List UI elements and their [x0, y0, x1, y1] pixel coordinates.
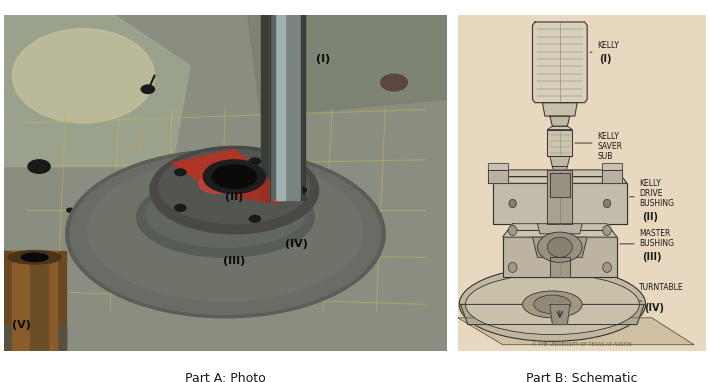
Ellipse shape: [249, 215, 261, 222]
Ellipse shape: [21, 253, 48, 262]
Polygon shape: [552, 167, 567, 176]
Polygon shape: [234, 176, 292, 204]
Bar: [274, 15, 285, 200]
Bar: [13, 251, 57, 351]
Polygon shape: [488, 170, 508, 183]
Text: BUSHING: BUSHING: [640, 240, 674, 248]
Polygon shape: [550, 257, 569, 277]
Polygon shape: [248, 15, 447, 116]
Polygon shape: [542, 103, 577, 116]
Polygon shape: [488, 163, 508, 170]
Polygon shape: [461, 304, 645, 325]
Polygon shape: [458, 318, 694, 345]
Polygon shape: [547, 126, 572, 129]
Polygon shape: [503, 237, 617, 277]
Text: BUSHING: BUSHING: [640, 199, 674, 208]
Ellipse shape: [381, 74, 408, 91]
Polygon shape: [4, 15, 190, 167]
Ellipse shape: [509, 199, 516, 208]
Ellipse shape: [175, 169, 186, 176]
Ellipse shape: [212, 165, 256, 188]
Polygon shape: [503, 230, 617, 237]
Polygon shape: [532, 22, 587, 103]
Ellipse shape: [141, 85, 155, 94]
Polygon shape: [550, 304, 569, 325]
Ellipse shape: [70, 153, 381, 314]
Polygon shape: [173, 150, 261, 183]
Ellipse shape: [66, 150, 386, 318]
Ellipse shape: [508, 225, 517, 235]
Ellipse shape: [333, 188, 339, 192]
Polygon shape: [532, 237, 587, 257]
Ellipse shape: [603, 225, 611, 235]
Text: (V): (V): [12, 320, 31, 330]
Ellipse shape: [203, 160, 266, 193]
Text: Part B: Schematic: Part B: Schematic: [526, 372, 638, 382]
Ellipse shape: [249, 158, 261, 165]
Ellipse shape: [459, 267, 645, 342]
Bar: [270, 15, 275, 200]
Text: SAVER: SAVER: [597, 142, 622, 151]
Polygon shape: [602, 163, 622, 170]
Text: (IV): (IV): [285, 239, 308, 249]
Ellipse shape: [466, 274, 640, 335]
Ellipse shape: [199, 173, 234, 193]
Text: (I): (I): [599, 54, 612, 64]
Ellipse shape: [547, 237, 572, 257]
Ellipse shape: [604, 199, 611, 208]
Ellipse shape: [508, 262, 517, 272]
Ellipse shape: [295, 187, 307, 193]
Text: KELLY: KELLY: [640, 179, 661, 188]
Ellipse shape: [603, 262, 611, 272]
Polygon shape: [547, 129, 572, 157]
Ellipse shape: [146, 180, 305, 247]
Text: MASTER: MASTER: [640, 229, 671, 238]
Text: (II): (II): [225, 192, 244, 202]
Text: (I): (I): [316, 54, 330, 64]
Polygon shape: [550, 157, 569, 167]
Polygon shape: [602, 170, 622, 183]
Ellipse shape: [534, 295, 571, 314]
Polygon shape: [508, 224, 612, 230]
Ellipse shape: [523, 291, 582, 318]
Ellipse shape: [88, 160, 363, 301]
Text: DRIVE: DRIVE: [640, 189, 663, 198]
Ellipse shape: [137, 176, 315, 257]
Text: MIG 9.7: MIG 9.7: [137, 123, 149, 151]
Text: (II): (II): [642, 212, 658, 222]
Bar: [4, 251, 66, 351]
Text: Part A: Photo: Part A: Photo: [185, 372, 266, 382]
Text: (IV): (IV): [645, 303, 665, 313]
Bar: [30, 251, 48, 351]
Polygon shape: [493, 176, 627, 183]
Text: SUB: SUB: [597, 152, 613, 161]
Ellipse shape: [175, 204, 186, 211]
Ellipse shape: [28, 160, 50, 173]
Polygon shape: [547, 170, 572, 224]
Bar: [4, 325, 66, 351]
Ellipse shape: [537, 232, 582, 262]
Ellipse shape: [8, 251, 61, 264]
Ellipse shape: [364, 255, 371, 259]
Polygon shape: [550, 173, 569, 197]
Text: (III): (III): [642, 253, 661, 262]
Polygon shape: [537, 224, 582, 234]
Bar: [270, 15, 301, 200]
Text: KELLY: KELLY: [597, 132, 619, 141]
Polygon shape: [498, 170, 622, 176]
Polygon shape: [550, 116, 569, 126]
Text: KELLY: KELLY: [597, 41, 619, 50]
Ellipse shape: [12, 29, 155, 123]
Ellipse shape: [159, 150, 310, 224]
Text: © THE UNIVERSITY OF TEXAS AT AUSTIN: © THE UNIVERSITY OF TEXAS AT AUSTIN: [532, 342, 632, 347]
Ellipse shape: [98, 275, 104, 280]
Text: TURNTABLE: TURNTABLE: [640, 283, 684, 292]
Ellipse shape: [150, 146, 319, 234]
Text: (III): (III): [223, 256, 246, 265]
Bar: [261, 15, 305, 200]
Ellipse shape: [67, 208, 73, 212]
Polygon shape: [493, 183, 627, 224]
